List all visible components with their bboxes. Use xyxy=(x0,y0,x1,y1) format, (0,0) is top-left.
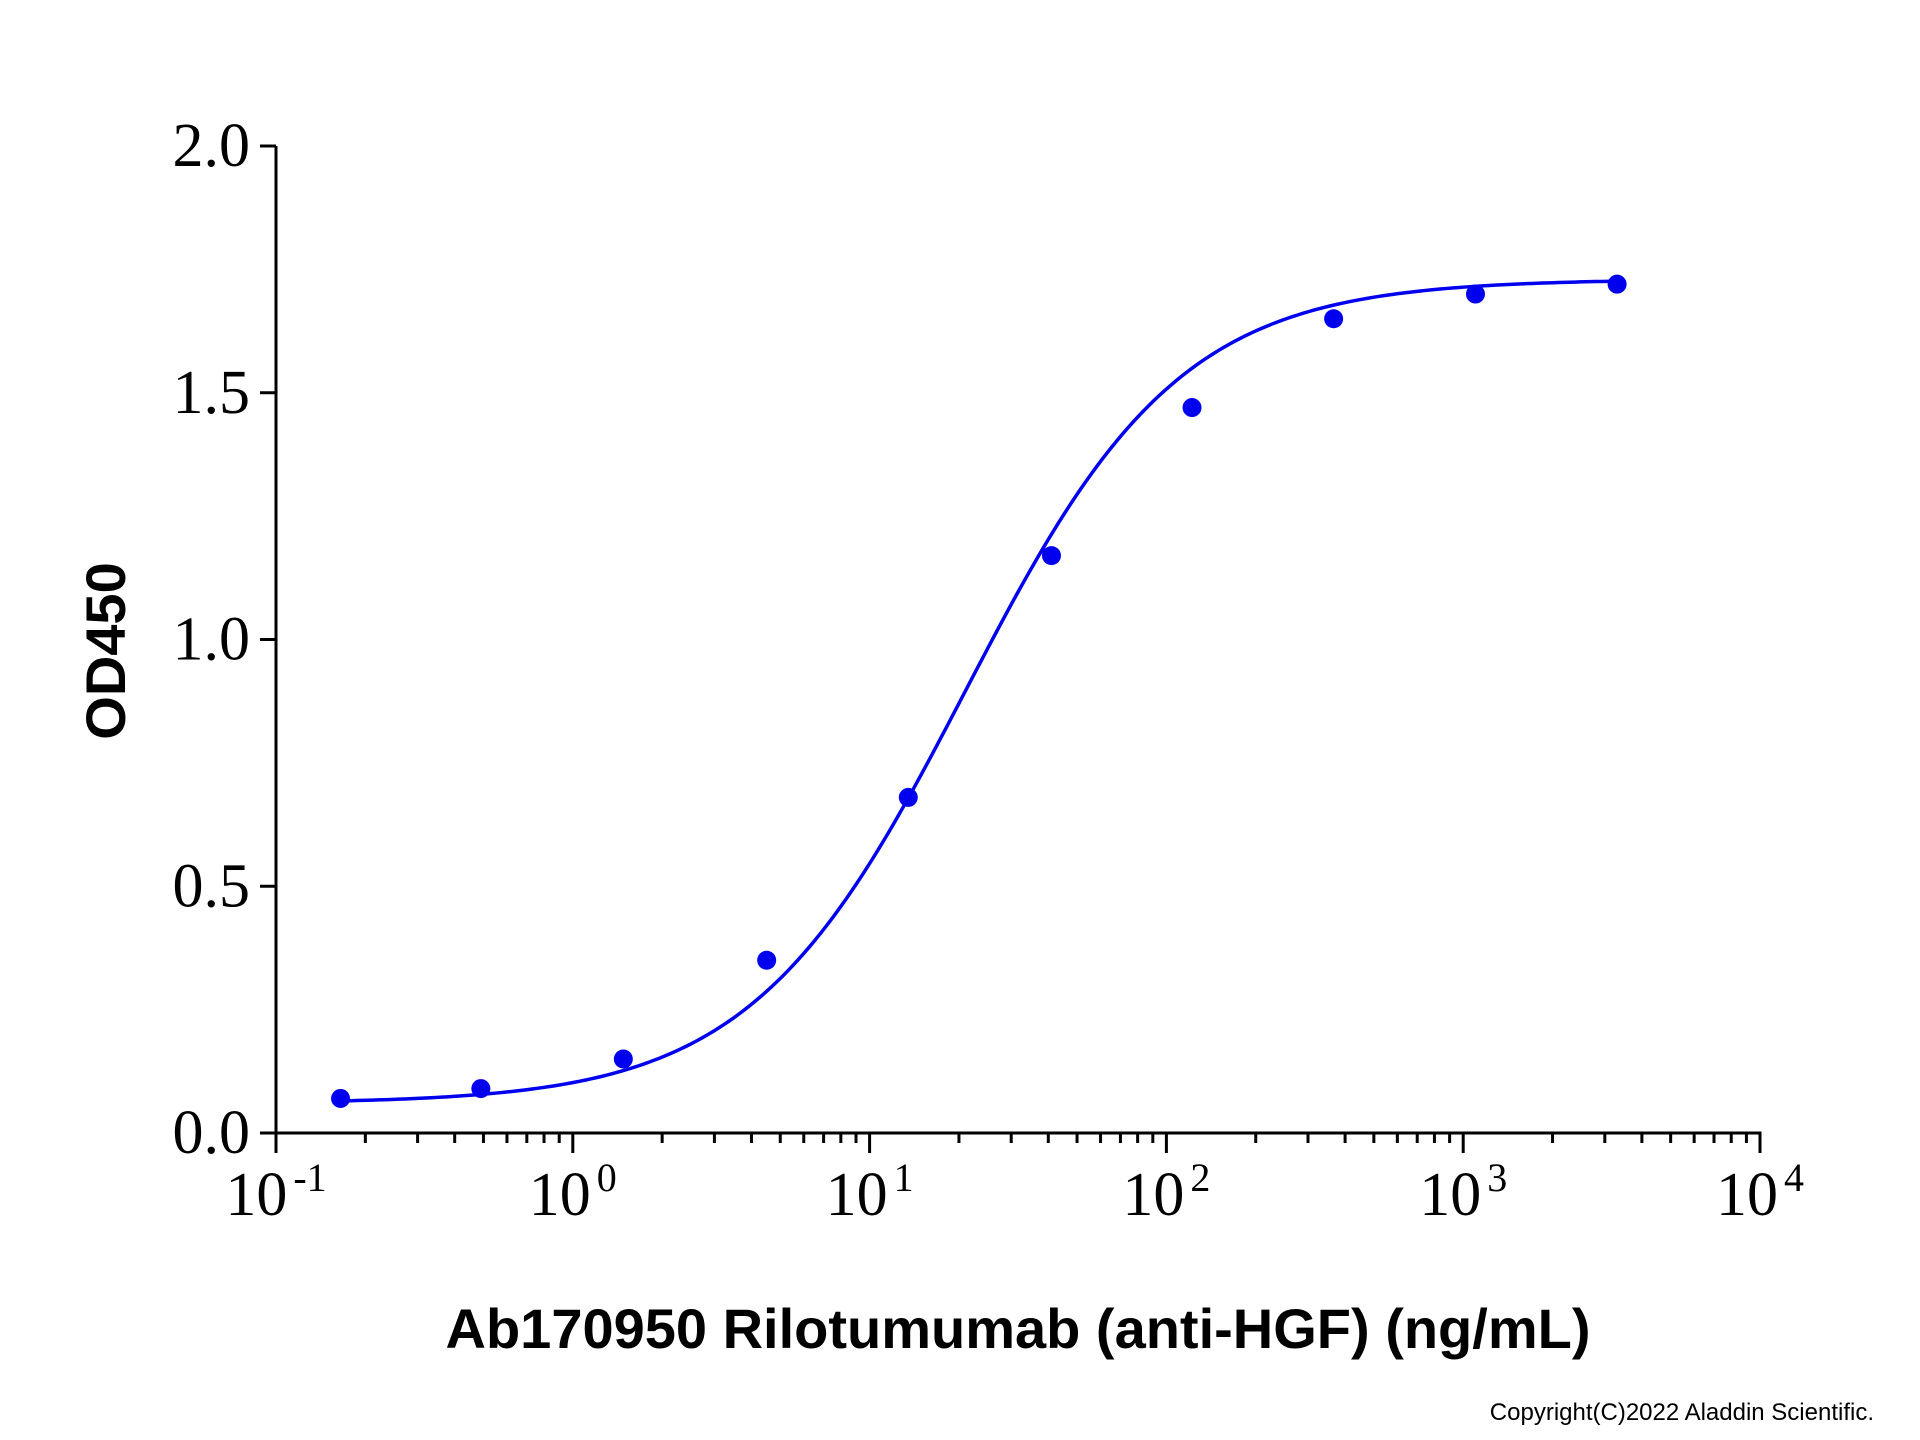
data-points-layer xyxy=(331,274,1627,1108)
x-tick-label: 10 -1 xyxy=(225,1155,326,1229)
data-point xyxy=(1324,309,1344,329)
y-tick-label: 1.5 xyxy=(173,359,251,427)
x-tick-label: 10 0 xyxy=(529,1155,617,1229)
data-point xyxy=(757,950,777,970)
x-tick-label: 10 1 xyxy=(826,1155,914,1229)
data-point xyxy=(613,1049,633,1069)
y-tick-label: 0.5 xyxy=(173,852,251,920)
y-tick-label: 0.0 xyxy=(173,1099,251,1167)
data-point xyxy=(1182,398,1202,418)
data-point xyxy=(898,787,918,807)
x-tick-label: 10 2 xyxy=(1122,1155,1210,1229)
x-axis-ticks: 10 -1 10 0 10 1 10 2 10 3 10 4 xyxy=(225,1133,1804,1229)
copyright-text: Copyright(C)2022 Aladdin Scientific. xyxy=(1490,1399,1874,1426)
axes xyxy=(274,146,1762,1135)
x-tick-label: 10 3 xyxy=(1419,1155,1507,1229)
y-tick-label: 1.0 xyxy=(173,606,251,674)
data-point xyxy=(1465,284,1485,304)
x-tick-label: 10 4 xyxy=(1716,1155,1804,1229)
data-point xyxy=(1607,274,1627,294)
fit-curve xyxy=(340,279,1618,1103)
data-point xyxy=(1041,546,1061,566)
y-axis-title: OD450 xyxy=(74,562,137,739)
y-axis-ticks: 0.0 0.5 1.0 1.5 2.0 xyxy=(173,112,276,1167)
y-tick-label: 2.0 xyxy=(173,112,251,180)
x-axis-title: Ab170950 Rilotumumab (anti-HGF) (ng/mL) xyxy=(446,1297,1591,1360)
fit-curve-layer xyxy=(340,279,1618,1103)
data-point xyxy=(471,1079,491,1099)
data-point xyxy=(331,1088,351,1108)
